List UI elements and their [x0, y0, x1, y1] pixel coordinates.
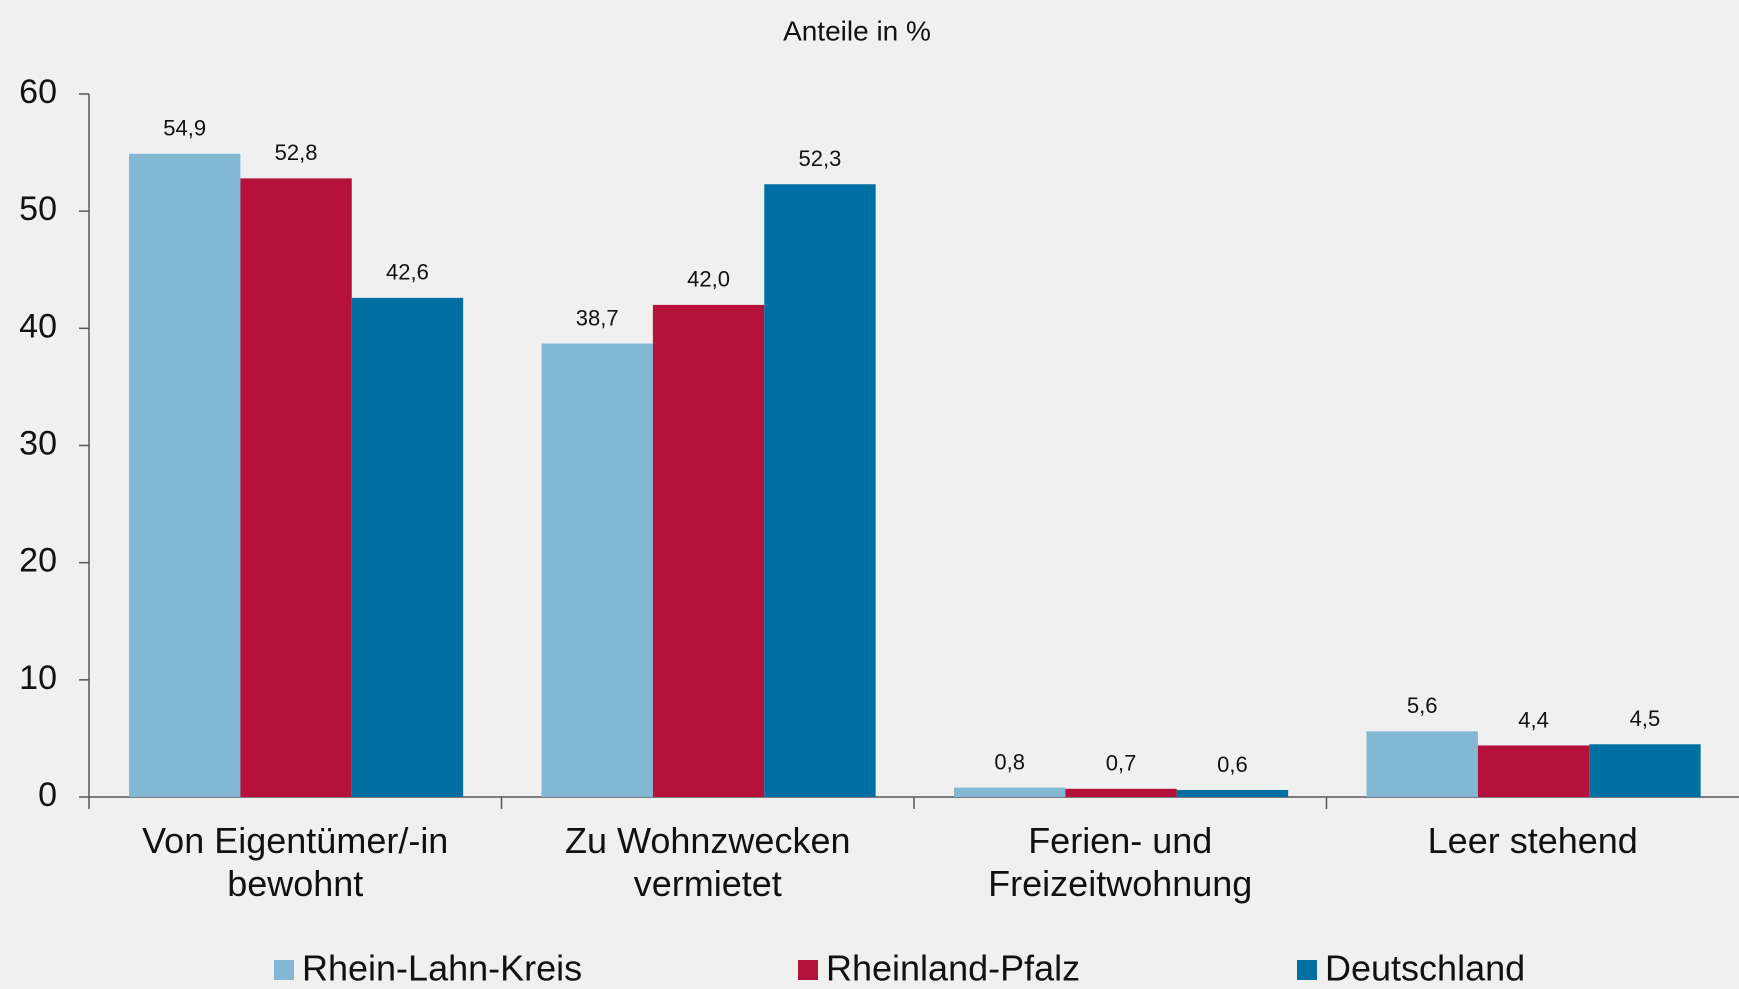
- legend-swatch: [274, 960, 294, 980]
- bar: [1366, 731, 1478, 797]
- bar: [129, 153, 241, 797]
- bar: [652, 304, 765, 797]
- x-tick-label: Leer stehend: [1427, 820, 1638, 861]
- y-tick-label: 60: [19, 73, 57, 111]
- bar: [1065, 788, 1177, 797]
- legend-swatch: [1297, 960, 1317, 980]
- bar: [541, 343, 653, 797]
- value-label: 38,7: [576, 305, 619, 330]
- value-label: 0,6: [1217, 752, 1248, 777]
- value-label: 0,7: [1106, 751, 1137, 776]
- x-tick-label: Ferien- und Freizeitwohnung: [988, 820, 1253, 904]
- value-label: 4,5: [1630, 706, 1661, 731]
- legend-label: Rhein-Lahn-Kreis: [302, 948, 582, 989]
- value-label: 52,3: [799, 146, 842, 171]
- chart-title: Anteile in %: [783, 15, 931, 46]
- legend-swatch: [798, 960, 818, 980]
- y-tick-label: 40: [19, 307, 57, 345]
- bar: [1477, 745, 1590, 797]
- value-label: 42,6: [386, 260, 429, 285]
- y-tick-label: 20: [19, 542, 57, 580]
- bar: [240, 178, 352, 798]
- value-label: 0,8: [994, 749, 1025, 774]
- bar: [351, 297, 464, 797]
- legend-label: Deutschland: [1325, 948, 1525, 989]
- value-label: 54,9: [163, 116, 206, 141]
- y-tick-label: 50: [19, 190, 57, 228]
- value-label: 42,0: [687, 267, 730, 292]
- value-label: 4,4: [1518, 707, 1549, 732]
- bar: [1589, 744, 1701, 797]
- y-tick-label: 0: [38, 776, 57, 814]
- bar: [1176, 789, 1289, 797]
- y-tick-label: 10: [19, 659, 57, 697]
- y-tick-label: 30: [19, 424, 57, 462]
- bar: [764, 184, 876, 798]
- x-tick-label: Zu Wohnzwecken vermietet: [565, 820, 851, 904]
- value-label: 52,8: [275, 140, 318, 165]
- value-label: 5,6: [1407, 693, 1438, 718]
- legend-label: Rheinland-Pfalz: [826, 948, 1080, 989]
- x-tick-label: Von Eigentümer/-in bewohnt: [142, 820, 449, 904]
- bar: [954, 787, 1066, 797]
